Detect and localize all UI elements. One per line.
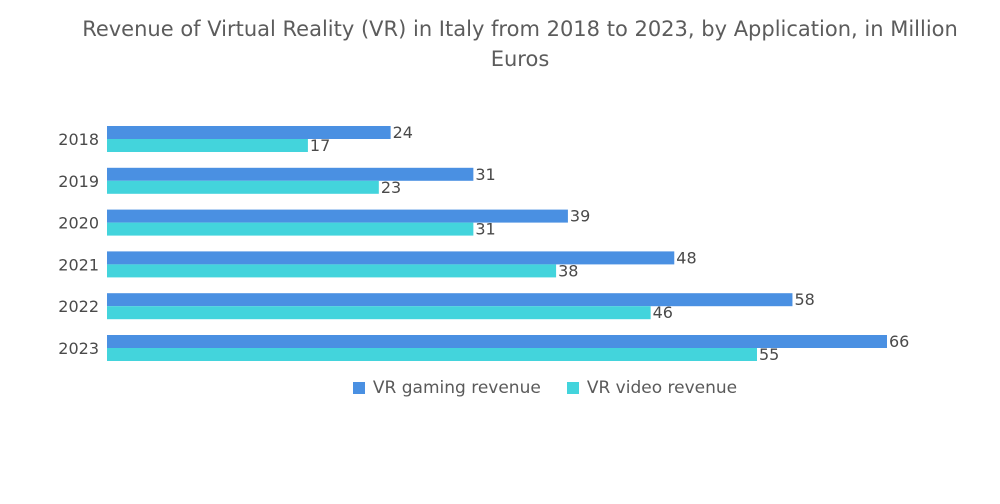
bar-gaming-2019	[107, 167, 474, 181]
bar-gaming-2021	[107, 251, 675, 265]
bar-video-2018	[107, 139, 308, 152]
data-label-video-2022: 46	[653, 303, 673, 322]
bar-video-2020	[107, 222, 474, 236]
legend-item-video: VR video revenue	[566, 378, 738, 398]
chart-title: Revenue of Virtual Reality (VR) in Italy…	[82, 17, 958, 71]
data-label-video-2023: 55	[759, 345, 779, 364]
category-label-2018: 2018	[58, 130, 99, 149]
chart-legend: VR gaming revenue VR video revenue	[0, 378, 1000, 398]
category-label-2020: 2020	[58, 214, 99, 233]
legend-swatch-gaming	[352, 382, 365, 394]
data-label-video-2019: 23	[381, 178, 401, 197]
category-label-2022: 2022	[58, 297, 99, 316]
data-label-gaming-2023: 66	[889, 332, 909, 351]
bar-video-2019	[107, 180, 379, 194]
bar-video-2021	[107, 264, 557, 278]
data-label-video-2018: 17	[310, 136, 330, 155]
data-label-video-2020: 31	[475, 220, 495, 239]
legend-swatch-video	[566, 382, 579, 394]
data-label-video-2021: 38	[558, 261, 578, 280]
legend-item-gaming: VR gaming revenue	[352, 378, 541, 398]
category-label-2021: 2021	[58, 255, 99, 274]
data-label-gaming-2019: 31	[475, 165, 495, 184]
data-label-gaming-2020: 39	[570, 207, 590, 226]
data-label-gaming-2021: 48	[676, 248, 696, 267]
bar-video-2022	[107, 306, 651, 320]
data-label-gaming-2018: 24	[393, 123, 413, 142]
bar-gaming-2022	[107, 293, 793, 307]
legend-label-gaming: VR gaming revenue	[372, 378, 541, 398]
bar-gaming-2018	[107, 126, 391, 139]
data-label-gaming-2022: 58	[794, 290, 814, 309]
bar-gaming-2023	[107, 335, 887, 348]
bar-gaming-2020	[107, 209, 568, 223]
category-label-2023: 2023	[58, 339, 99, 358]
category-label-2019: 2019	[58, 172, 99, 191]
legend-label-video: VR video revenue	[586, 378, 738, 398]
bar-video-2023	[107, 348, 757, 361]
